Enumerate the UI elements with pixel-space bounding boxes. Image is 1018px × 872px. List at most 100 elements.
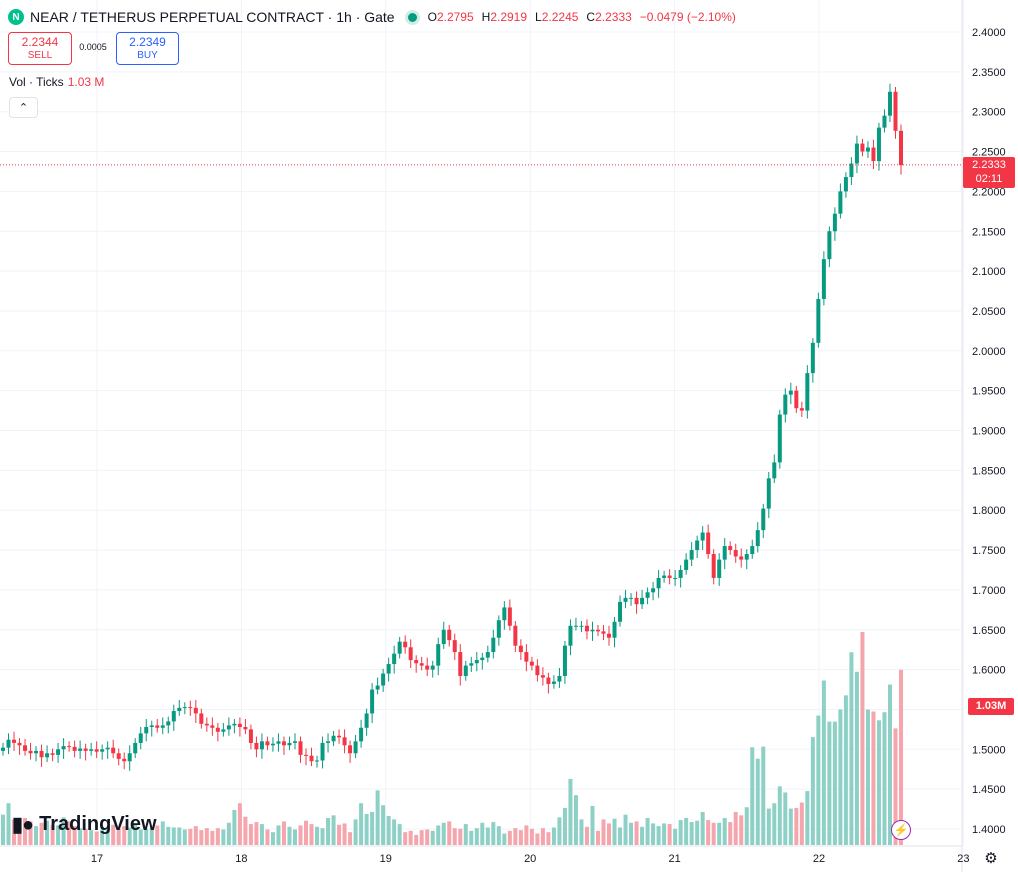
volume-bar [612,818,617,845]
candle-body [298,741,303,755]
candle-body [700,532,705,541]
candle-body [304,754,309,756]
candle-body [744,554,749,560]
volume-bar [111,824,116,845]
candle-body [56,749,61,755]
candle-body [518,645,523,653]
candle-body [535,665,540,676]
volume-bar [210,830,215,845]
volume-bar [832,721,837,845]
tradingview-logo[interactable]: ▮● TradingView [12,812,157,837]
candle-body [595,629,600,632]
candle-body [111,747,116,754]
volume-bar [149,826,154,845]
tradingview-wordmark: TradingView [39,813,157,835]
candle-body [45,753,50,758]
flash-icon[interactable]: ⚡ [891,820,911,840]
candle-body [6,739,11,748]
candle-body [854,143,859,164]
candle-body [34,750,39,754]
volume-bar [491,822,496,845]
candle-body [83,748,88,751]
candle-body [717,559,722,578]
volume-bar [579,819,584,845]
volume-bar [50,824,55,845]
price-tick-label: 2.0500 [972,306,1006,318]
candle-body [695,540,700,551]
gear-icon[interactable]: ⚙ [984,850,998,867]
candle-body [529,661,534,666]
candle-body [105,747,110,750]
volume-bar [507,830,512,845]
price-tick-label: 1.4000 [972,824,1006,836]
price-tick-label: 2.1500 [972,226,1006,238]
volume-bar [684,818,689,845]
candle-body [232,723,237,726]
volume-bar [193,826,198,845]
volume-bars [1,632,903,845]
price-tick-label: 1.6500 [972,625,1006,637]
volume-bar [810,737,815,845]
time-axis: 17 18 19 20 21 22 23 [91,853,970,865]
candle-body [546,677,551,684]
candle-body [783,394,788,415]
candle-body [788,390,793,395]
candle-body [61,746,66,750]
candle-body [425,665,430,670]
volume-bar [353,819,358,845]
symbol-title[interactable]: NEAR / TETHERUS PERPETUAL CONTRACT · 1h … [30,9,395,25]
candle-body [441,629,446,645]
time-tick-label: 20 [524,853,536,865]
volume-bar [281,821,286,845]
volume-bar [276,825,281,845]
volume-bar [155,825,160,845]
candle-body [640,597,645,605]
candle-body [590,629,595,632]
candle-body [794,390,799,409]
candle-body [810,342,815,374]
candle-body [821,259,826,299]
volume-bar [590,805,595,845]
candle-body [728,546,733,551]
collapse-legend-button[interactable]: ⌃ [9,97,38,118]
volume-bar [474,828,479,845]
candle-body [673,577,678,579]
volume-bar [56,825,61,845]
buy-button[interactable]: 2.2349 BUY [116,32,179,65]
buy-price: 2.2349 [129,34,166,49]
volume-bar [601,819,606,845]
ohlc-low: L2.2245 [535,10,579,24]
candle-body [634,597,639,605]
candle-body [447,629,452,641]
candle-body [524,652,529,662]
volume-legend[interactable]: Vol · Ticks 1.03 M [9,75,104,89]
volume-bar [623,814,628,845]
candle-body [430,665,435,670]
candle-body [618,601,623,622]
candle-body [711,554,716,578]
candle-body [612,621,617,638]
volume-bar [750,747,755,845]
market-status-icon[interactable] [404,9,420,25]
candle-body [463,665,468,676]
candle-body [678,569,683,578]
volume-legend-value: 1.03 M [67,75,105,89]
volume-bar [292,829,297,845]
volume-bar [882,712,887,845]
candle-body [149,725,154,727]
candle-body [766,478,771,509]
candle-body [1,747,5,751]
volume-bar [838,709,843,845]
volume-bar [887,684,892,845]
volume-bar [673,828,678,845]
ohlc-close: C2.2333 [586,10,632,24]
volume-bar [45,820,50,845]
volume-bar [618,827,623,845]
candle-body [722,546,727,560]
candle-body [254,742,259,750]
sell-button[interactable]: 2.2344 SELL [8,32,72,65]
volume-bar [304,820,309,845]
volume-bar [695,820,700,845]
volume-bar [607,823,612,845]
